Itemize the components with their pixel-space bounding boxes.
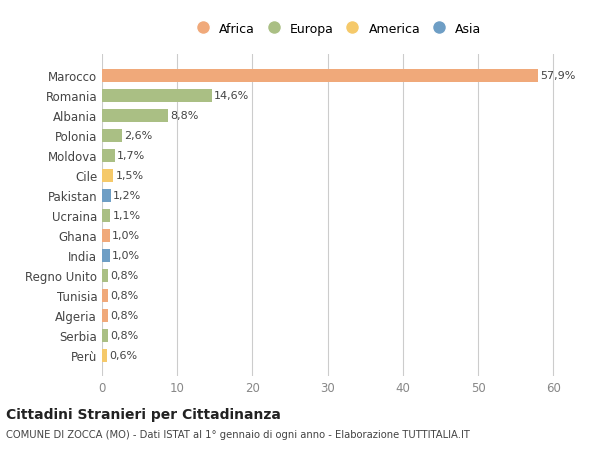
Bar: [102, 289, 108, 302]
Bar: [102, 269, 108, 282]
Text: 1,0%: 1,0%: [112, 251, 140, 261]
Text: 1,0%: 1,0%: [112, 231, 140, 241]
Text: 0,8%: 0,8%: [110, 310, 139, 320]
Text: 1,5%: 1,5%: [116, 171, 143, 181]
Bar: [102, 90, 212, 102]
Text: 0,8%: 0,8%: [110, 270, 139, 280]
Bar: [102, 249, 110, 262]
Text: 1,7%: 1,7%: [117, 151, 145, 161]
Text: 14,6%: 14,6%: [214, 91, 250, 101]
Bar: [102, 169, 113, 182]
Bar: [102, 150, 115, 162]
Text: 0,8%: 0,8%: [110, 330, 139, 340]
Bar: [102, 209, 110, 222]
Bar: [102, 70, 538, 83]
Text: COMUNE DI ZOCCA (MO) - Dati ISTAT al 1° gennaio di ogni anno - Elaborazione TUTT: COMUNE DI ZOCCA (MO) - Dati ISTAT al 1° …: [6, 429, 470, 439]
Bar: [102, 129, 122, 142]
Bar: [102, 110, 168, 123]
Bar: [102, 349, 107, 362]
Bar: [102, 229, 110, 242]
Bar: [102, 309, 108, 322]
Legend: Africa, Europa, America, Asia: Africa, Europa, America, Asia: [193, 20, 485, 40]
Bar: [102, 189, 111, 202]
Text: 8,8%: 8,8%: [170, 111, 199, 121]
Text: Cittadini Stranieri per Cittadinanza: Cittadini Stranieri per Cittadinanza: [6, 407, 281, 421]
Bar: [102, 329, 108, 342]
Text: 2,6%: 2,6%: [124, 131, 152, 141]
Text: 1,2%: 1,2%: [113, 191, 142, 201]
Text: 0,6%: 0,6%: [109, 350, 137, 360]
Text: 1,1%: 1,1%: [113, 211, 140, 221]
Text: 57,9%: 57,9%: [540, 71, 575, 81]
Text: 0,8%: 0,8%: [110, 291, 139, 301]
